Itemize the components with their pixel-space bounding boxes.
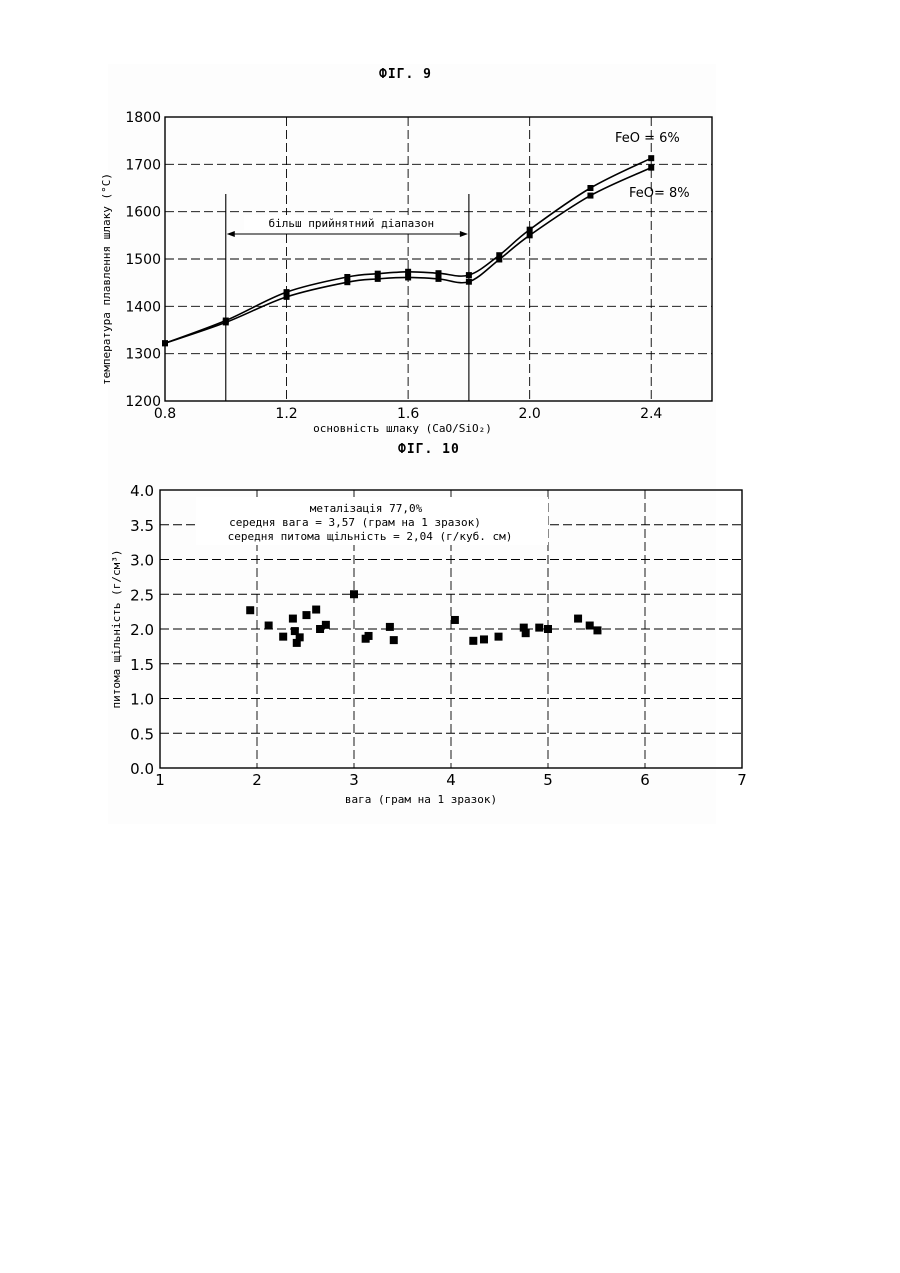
annotation-line-1: металізація 77,0% (310, 502, 423, 515)
data-point (289, 615, 297, 623)
y-tick-label: 1.0 (130, 691, 154, 709)
data-point (296, 633, 304, 641)
y-tick-label: 0.0 (130, 760, 154, 778)
data-point (312, 606, 320, 614)
figure-10-chart: металізація 77,0%середня вага = 3,57 (гр… (0, 0, 900, 830)
x-axis-label: вага (грам на 1 зразок) (345, 793, 497, 806)
data-point (574, 615, 582, 623)
data-point (322, 621, 330, 629)
data-point (390, 636, 398, 644)
data-point (350, 590, 358, 598)
y-tick-label: 3.5 (130, 517, 154, 535)
data-point (365, 632, 373, 640)
data-point (451, 616, 459, 624)
x-tick-label: 7 (737, 771, 747, 789)
data-point (302, 611, 310, 619)
x-tick-label: 4 (446, 771, 456, 789)
annotation-line-3: середня питома щільність = 2,04 (г/куб. … (228, 530, 513, 543)
data-point (593, 626, 601, 634)
y-tick-label: 0.5 (130, 725, 154, 743)
data-point (586, 622, 594, 630)
data-point (279, 633, 287, 641)
y-tick-label: 2.5 (130, 586, 154, 604)
x-tick-label: 3 (349, 771, 359, 789)
data-point (469, 637, 477, 645)
data-point (265, 622, 273, 630)
data-point (495, 633, 503, 641)
x-tick-label: 2 (252, 771, 262, 789)
data-point (386, 623, 394, 631)
y-tick-label: 2.0 (130, 621, 154, 639)
data-point (522, 629, 530, 637)
y-tick-label: 3.0 (130, 552, 154, 570)
y-tick-label: 1.5 (130, 656, 154, 674)
x-tick-label: 1 (155, 771, 165, 789)
x-tick-label: 6 (640, 771, 650, 789)
data-point (246, 606, 254, 614)
data-point (480, 635, 488, 643)
y-axis-label: питома щільність (г/см³) (110, 550, 123, 709)
data-point (535, 624, 543, 632)
x-tick-label: 5 (543, 771, 553, 789)
annotation-line-2: середня вага = 3,57 (грам на 1 зразок) (229, 516, 481, 529)
data-point (544, 625, 552, 633)
y-tick-label: 4.0 (130, 482, 154, 500)
